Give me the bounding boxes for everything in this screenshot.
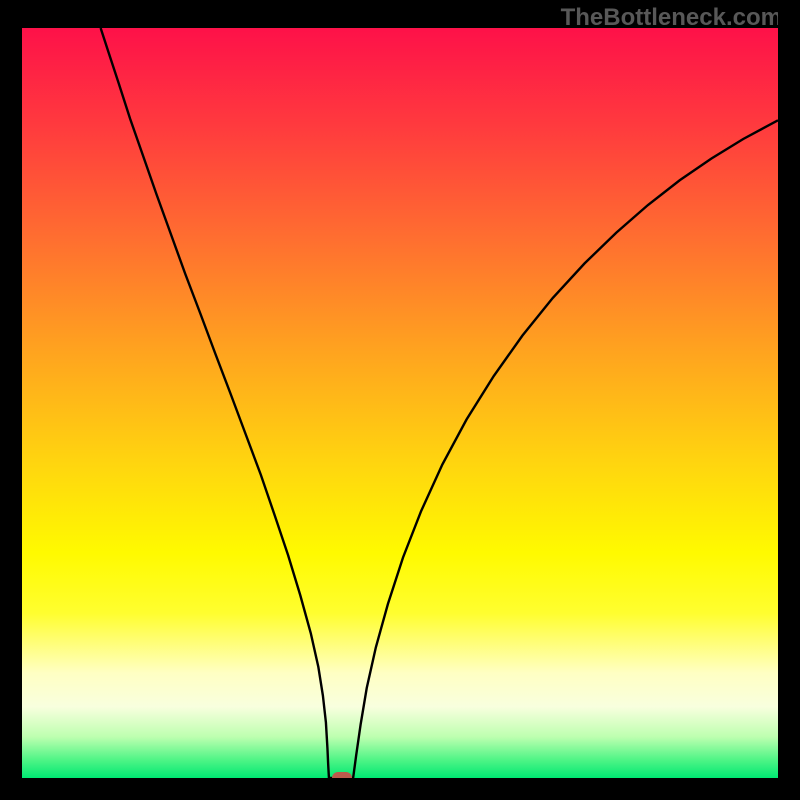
- frame-border-bottom: [0, 778, 800, 800]
- chart-plot-area: [22, 28, 778, 778]
- frame-border-right: [778, 0, 800, 800]
- frame-border-left: [0, 0, 22, 800]
- bottleneck-curve: [22, 28, 778, 778]
